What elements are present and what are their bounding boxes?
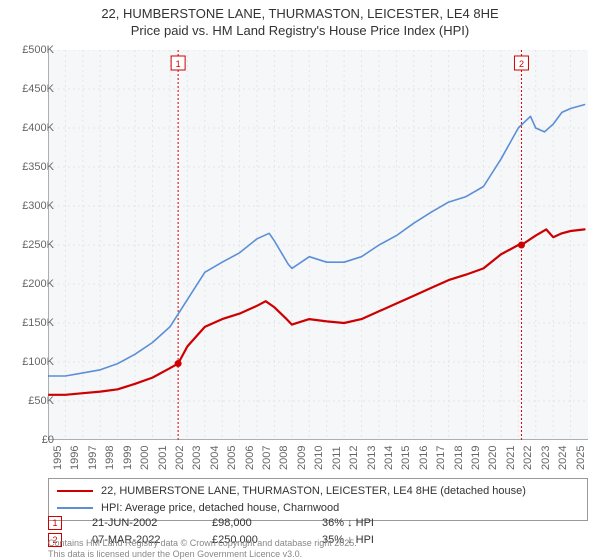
attribution: Contains HM Land Registry data © Crown c… — [48, 538, 357, 560]
x-axis-tick: 1998 — [104, 446, 116, 470]
x-axis-tick: 2008 — [278, 446, 290, 470]
x-axis-tick: 2010 — [313, 446, 325, 470]
chart-container: 22, HUMBERSTONE LANE, THURMASTON, LEICES… — [0, 0, 600, 560]
x-axis-tick: 2024 — [557, 446, 569, 470]
sale-date-1: 21-JUN-2002 — [92, 517, 182, 529]
legend-label-hpi: HPI: Average price, detached house, Char… — [101, 500, 339, 517]
legend-swatch-hpi — [57, 507, 93, 509]
legend-row-price: 22, HUMBERSTONE LANE, THURMASTON, LEICES… — [57, 483, 579, 500]
legend: 22, HUMBERSTONE LANE, THURMASTON, LEICES… — [48, 478, 588, 521]
x-axis-tick: 2006 — [244, 446, 256, 470]
x-axis-tick: 1999 — [122, 446, 134, 470]
sale-price-1: £98,000 — [212, 517, 292, 529]
x-axis-tick: 2002 — [174, 446, 186, 470]
y-axis-tick: £100K — [22, 356, 54, 368]
y-axis-tick: £200K — [22, 278, 54, 290]
x-axis-tick: 2001 — [157, 446, 169, 470]
x-axis-tick: 2000 — [139, 446, 151, 470]
attribution-line-1: Contains HM Land Registry data © Crown c… — [48, 538, 357, 548]
title-line-2: Price paid vs. HM Land Registry's House … — [131, 23, 469, 38]
x-axis-tick: 2016 — [418, 446, 430, 470]
sale-row-1: 1 21-JUN-2002 £98,000 36% ↓ HPI — [48, 516, 374, 530]
x-axis-tick: 2018 — [453, 446, 465, 470]
legend-row-hpi: HPI: Average price, detached house, Char… — [57, 500, 579, 517]
x-axis-tick: 2009 — [296, 446, 308, 470]
x-axis-tick: 1995 — [52, 446, 64, 470]
y-axis-tick: £0 — [42, 434, 54, 446]
y-axis-tick: £50K — [28, 395, 54, 407]
x-axis-tick: 2015 — [400, 446, 412, 470]
x-axis-tick: 2005 — [226, 446, 238, 470]
x-axis-tick: 2011 — [331, 446, 343, 470]
legend-swatch-price — [57, 490, 93, 492]
x-axis-tick: 2025 — [575, 446, 587, 470]
x-axis-tick: 2014 — [383, 446, 395, 470]
x-axis-tick: 2020 — [487, 446, 499, 470]
x-axis-tick: 2004 — [209, 446, 221, 470]
y-axis-tick: £500K — [22, 44, 54, 56]
x-axis-tick: 2019 — [470, 446, 482, 470]
y-axis-tick: £350K — [22, 161, 54, 173]
chart-plot-area: 12 — [48, 50, 588, 440]
x-axis-tick: 1996 — [69, 446, 81, 470]
x-axis-tick: 1997 — [87, 446, 99, 470]
x-axis-tick: 2007 — [261, 446, 273, 470]
x-axis-tick: 2003 — [191, 446, 203, 470]
chart-svg: 12 — [48, 50, 588, 440]
x-axis-tick: 2013 — [366, 446, 378, 470]
title-line-1: 22, HUMBERSTONE LANE, THURMASTON, LEICES… — [101, 6, 498, 21]
x-axis-tick: 2017 — [435, 446, 447, 470]
x-axis-tick: 2022 — [522, 446, 534, 470]
x-axis-tick: 2021 — [505, 446, 517, 470]
legend-label-price: 22, HUMBERSTONE LANE, THURMASTON, LEICES… — [101, 483, 526, 500]
x-axis-tick: 2012 — [348, 446, 360, 470]
sale-delta-1: 36% ↓ HPI — [322, 517, 374, 529]
y-axis-tick: £250K — [22, 239, 54, 251]
sale-marker-badge-1: 1 — [48, 516, 62, 530]
y-axis-tick: £150K — [22, 317, 54, 329]
chart-title: 22, HUMBERSTONE LANE, THURMASTON, LEICES… — [0, 0, 600, 40]
svg-text:2: 2 — [519, 59, 524, 69]
attribution-line-2: This data is licensed under the Open Gov… — [48, 549, 302, 559]
y-axis-tick: £400K — [22, 122, 54, 134]
svg-text:1: 1 — [176, 59, 181, 69]
y-axis-tick: £300K — [22, 200, 54, 212]
x-axis-tick: 2023 — [540, 446, 552, 470]
y-axis-tick: £450K — [22, 83, 54, 95]
